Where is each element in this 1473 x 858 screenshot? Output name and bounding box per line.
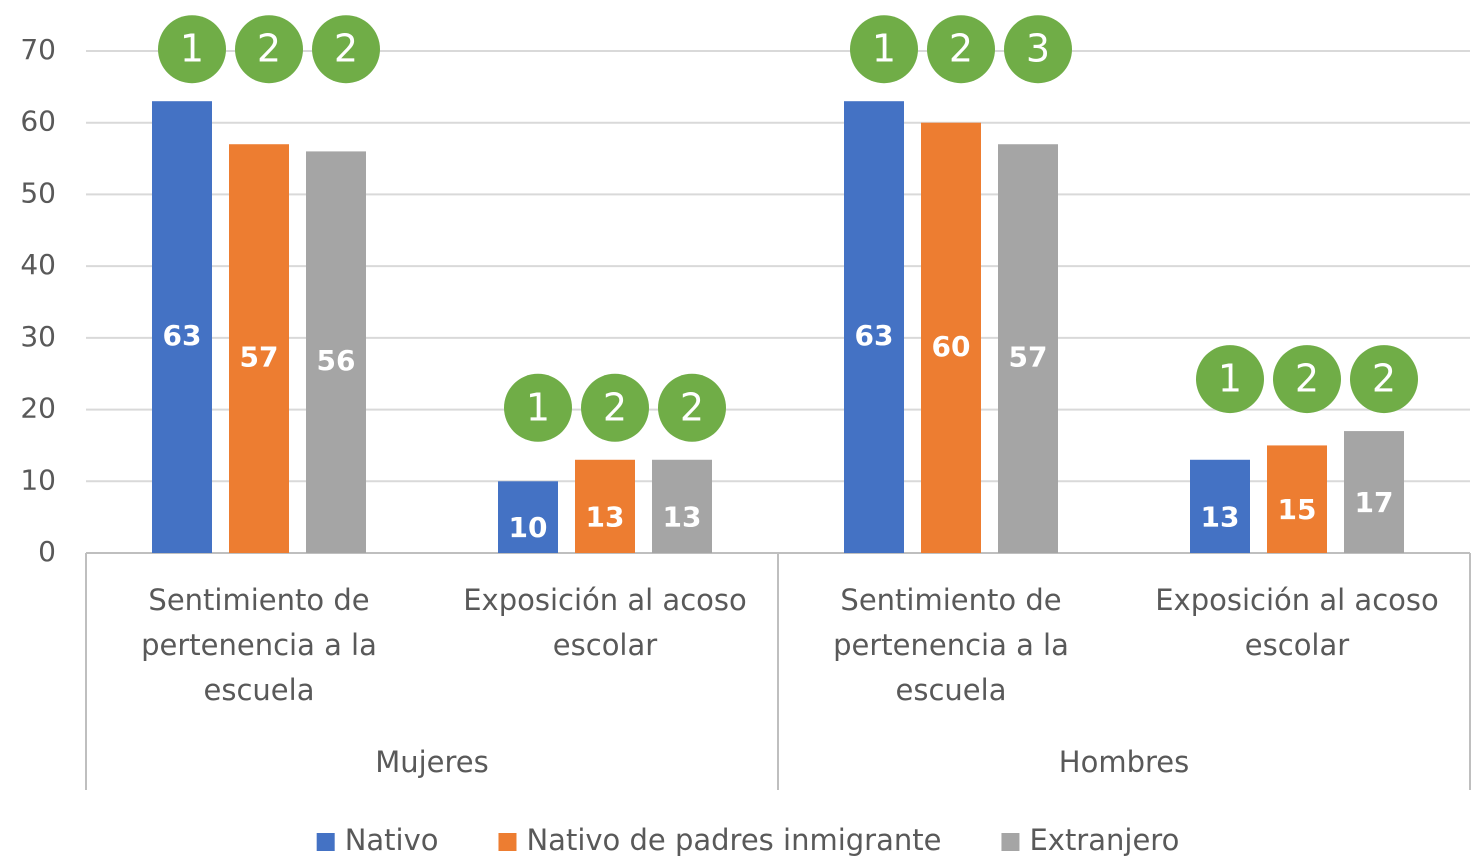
y-tick-label: 20 <box>20 392 56 425</box>
group-label: Hombres <box>1059 745 1189 779</box>
badge-label: 2 <box>334 27 358 71</box>
bar <box>152 101 212 553</box>
bar <box>652 459 712 553</box>
y-tick-label: 10 <box>20 463 56 496</box>
badge-label: 2 <box>603 385 627 429</box>
badge <box>658 373 726 442</box>
y-tick-label: 60 <box>20 105 56 138</box>
badge <box>312 15 380 84</box>
badge-label: 1 <box>526 385 550 429</box>
bar <box>1344 431 1404 553</box>
y-tick-label: 0 <box>38 535 56 568</box>
data-label: 15 <box>1278 493 1317 526</box>
legend-label: Nativo de padres inmigrante <box>526 823 941 857</box>
y-tick-label: 40 <box>20 248 56 281</box>
legend-label: Nativo <box>345 823 439 857</box>
data-label: 13 <box>586 500 625 533</box>
badge-label: 2 <box>680 385 704 429</box>
bar <box>229 144 289 553</box>
x-tick-label: Exposición al acoso escolar <box>1155 583 1439 662</box>
badge <box>1273 345 1341 414</box>
legend-marker <box>1001 833 1020 851</box>
badge <box>158 15 226 84</box>
badge-label: 2 <box>949 27 973 71</box>
badge-label: 2 <box>1295 357 1319 401</box>
data-label: 56 <box>317 344 356 377</box>
legend-marker <box>498 833 517 851</box>
badge <box>1004 15 1072 84</box>
bar <box>1267 445 1327 553</box>
badge-label: 1 <box>872 27 896 71</box>
y-tick-label: 70 <box>20 33 56 66</box>
badge-label: 2 <box>257 27 281 71</box>
bar <box>998 144 1058 553</box>
data-label: 17 <box>1355 486 1394 519</box>
badge <box>235 15 303 84</box>
bar <box>844 101 904 553</box>
badge-label: 1 <box>1218 357 1242 401</box>
data-label: 63 <box>855 319 894 352</box>
bar <box>498 481 558 553</box>
bar <box>1190 459 1250 553</box>
badge <box>1196 345 1264 414</box>
data-label: 13 <box>663 500 702 533</box>
data-label: 13 <box>1201 500 1240 533</box>
badge <box>927 15 995 84</box>
x-tick-label: Sentimiento de pertenencia a la escuela <box>833 583 1069 707</box>
legend-marker <box>316 833 335 851</box>
data-label: 63 <box>163 319 202 352</box>
x-tick-label: Sentimiento de pertenencia a la escuela <box>141 583 377 707</box>
badge-label: 2 <box>1372 357 1396 401</box>
badge <box>581 373 649 442</box>
legend-label: Extranjero <box>1029 823 1179 857</box>
badge-label: 1 <box>180 27 204 71</box>
bar <box>575 459 635 553</box>
badge <box>504 373 572 442</box>
badge-label: 3 <box>1026 27 1050 71</box>
y-tick-label: 50 <box>20 176 56 209</box>
data-label: 57 <box>1009 341 1048 374</box>
bar <box>921 122 981 553</box>
badge <box>1350 345 1418 414</box>
y-tick-label: 30 <box>20 320 56 353</box>
badge <box>850 15 918 84</box>
group-label: Mujeres <box>375 745 489 779</box>
data-label: 60 <box>932 330 971 363</box>
data-label: 10 <box>509 511 548 544</box>
data-label: 57 <box>240 341 279 374</box>
bar <box>306 151 366 553</box>
x-tick-label: Exposición al acoso escolar <box>463 583 747 662</box>
